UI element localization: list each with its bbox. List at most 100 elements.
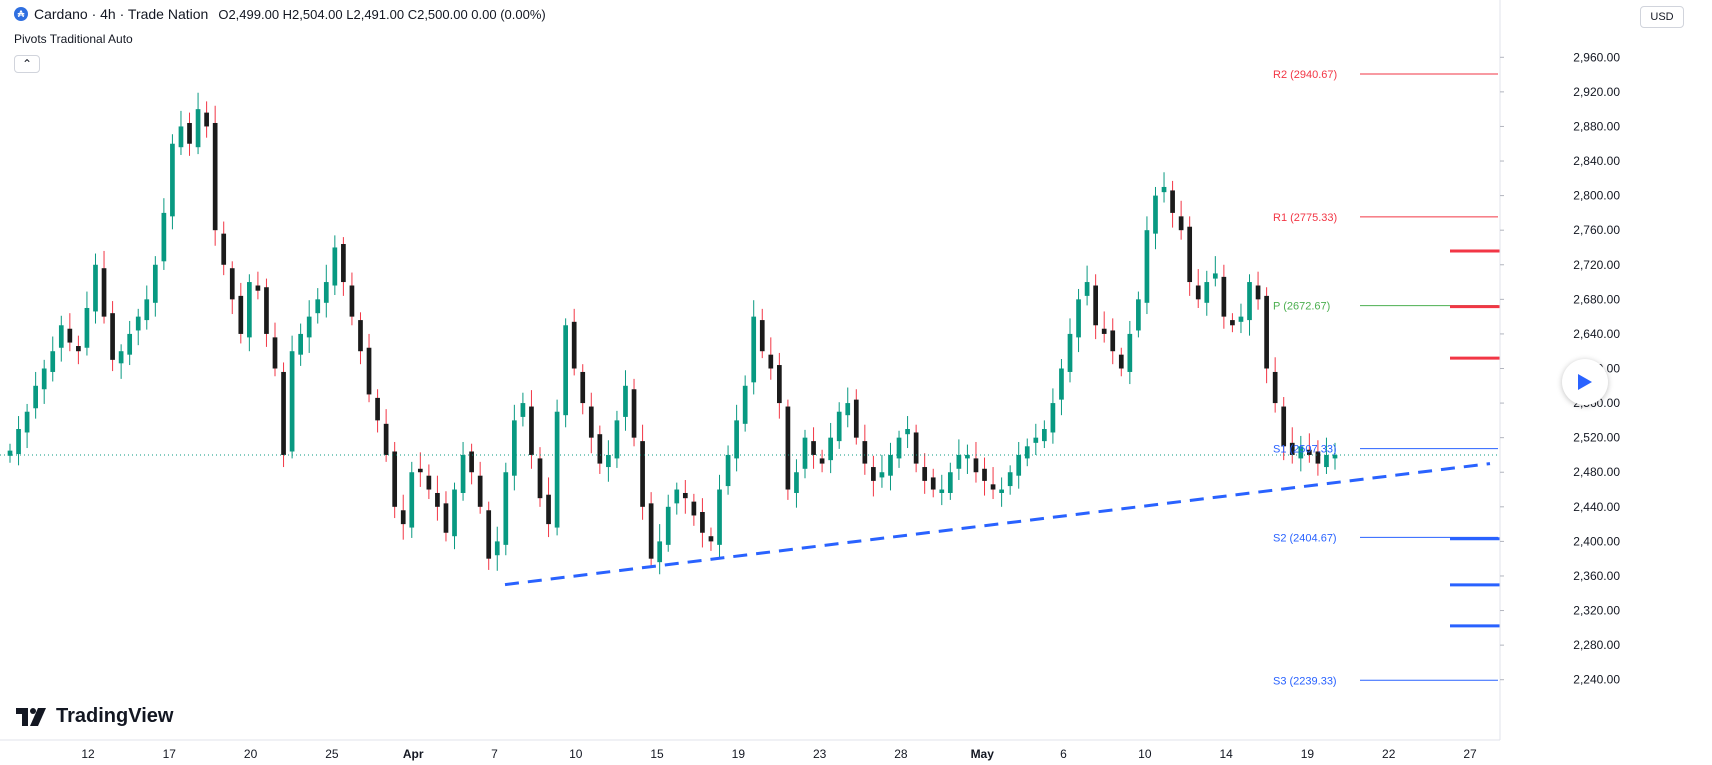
candle-body (110, 313, 115, 360)
candle-body (1136, 299, 1141, 331)
candle-body (862, 441, 868, 464)
candle-body (7, 450, 13, 456)
trendline-layer (504, 462, 1491, 587)
candle-body (144, 299, 150, 321)
candle-body (871, 467, 876, 481)
candle-body (409, 472, 415, 528)
replay-play-button[interactable] (1562, 359, 1608, 405)
price-tick-label: 2,760.00 (1573, 223, 1620, 237)
candle-body (922, 467, 928, 481)
chart-title[interactable]: Cardano · 4h · Trade Nation (34, 6, 209, 22)
collapse-indicators-button[interactable]: ⌃ (14, 55, 40, 73)
candle-body (400, 510, 406, 525)
candle-body (494, 541, 500, 556)
candle-body (161, 212, 167, 262)
candle-body (563, 325, 568, 416)
candle-body (879, 472, 885, 478)
price-tick-label: 2,440.00 (1573, 500, 1620, 514)
candle-body (973, 458, 979, 473)
price-tick-label: 2,480.00 (1573, 465, 1620, 479)
last-price-layer: 2,500.00 (0, 444, 1704, 465)
price-tick-label: 2,960.00 (1573, 50, 1620, 64)
candle-body (452, 489, 457, 537)
pivot-label: S3 (2239.33) (1273, 675, 1337, 687)
candle-body (152, 264, 158, 303)
candle-body (1084, 282, 1090, 296)
candle-body (298, 333, 303, 355)
candle-body (315, 299, 321, 314)
candle-body (794, 472, 799, 493)
candle-body (1255, 285, 1261, 300)
candle-body (212, 122, 218, 231)
candle-body (1178, 216, 1184, 231)
candle-body (1281, 406, 1287, 447)
candle-body (503, 472, 509, 545)
candle-body (33, 385, 38, 409)
candle-body (571, 321, 577, 369)
indicator-label[interactable]: Pivots Traditional Auto (14, 32, 133, 46)
candle-body (101, 268, 107, 317)
candle-body (1324, 454, 1329, 468)
candle-body (281, 371, 286, 455)
price-tick-label: 2,640.00 (1573, 327, 1620, 341)
candle-body (426, 475, 432, 490)
chevron-up-icon: ⌃ (21, 57, 33, 71)
price-tick-label: 2,400.00 (1573, 534, 1620, 548)
time-tick-label: 7 (491, 747, 498, 761)
cardano-coin-icon[interactable]: ₳ (14, 7, 28, 21)
candle-body (435, 492, 440, 507)
candle-body (1289, 442, 1295, 455)
candle-body (1307, 449, 1312, 455)
candle-body (264, 287, 269, 334)
trendline (504, 462, 1491, 587)
candle-body (1118, 354, 1124, 369)
candle-body (1221, 276, 1227, 317)
candle-body (939, 489, 945, 493)
candle-body (717, 489, 722, 545)
time-tick-label: 27 (1463, 747, 1477, 761)
tradingview-logo[interactable]: TradingView (16, 705, 173, 728)
candle-body (127, 333, 133, 355)
candle-body (289, 351, 295, 452)
candle-body (1247, 282, 1252, 321)
time-tick-label: 10 (569, 747, 583, 761)
candle-body (1059, 368, 1064, 400)
candle-body (1332, 454, 1338, 459)
candle-body (913, 432, 919, 464)
price-tick-label: 2,720.00 (1573, 258, 1620, 272)
candle-body (1042, 429, 1047, 442)
time-tick-label: 28 (894, 747, 908, 761)
candle-body (1076, 299, 1081, 338)
candle-body (982, 468, 987, 481)
price-tick-label: 2,800.00 (1573, 189, 1620, 203)
candle-body (734, 420, 739, 459)
candle-body (888, 454, 893, 476)
candle-body (905, 429, 910, 435)
candle-body (1204, 282, 1210, 303)
candle-body (1161, 186, 1167, 193)
pivot-label: S2 (2404.67) (1273, 532, 1337, 544)
currency-selector[interactable]: USD (1640, 6, 1684, 28)
candle-body (1093, 285, 1098, 326)
candle-body (691, 501, 697, 516)
candle-body (417, 468, 423, 473)
candle-body (1127, 333, 1133, 372)
candle-body (238, 295, 244, 334)
candle-body (332, 247, 338, 286)
candle-body (272, 337, 278, 369)
candle-body (477, 475, 483, 507)
candle-body (700, 512, 705, 533)
candle-body (1024, 446, 1030, 459)
time-tick-label: Apr (403, 747, 424, 761)
candle-body (1238, 316, 1244, 322)
candle-body (588, 406, 594, 438)
candle-body (1315, 451, 1321, 464)
candle-body (383, 423, 389, 455)
candle-body (811, 441, 816, 455)
candle-body (999, 489, 1004, 493)
candle-body (178, 126, 184, 148)
time-tick-label: 25 (325, 747, 339, 761)
candle-body (195, 109, 201, 148)
candle-body (930, 477, 936, 490)
